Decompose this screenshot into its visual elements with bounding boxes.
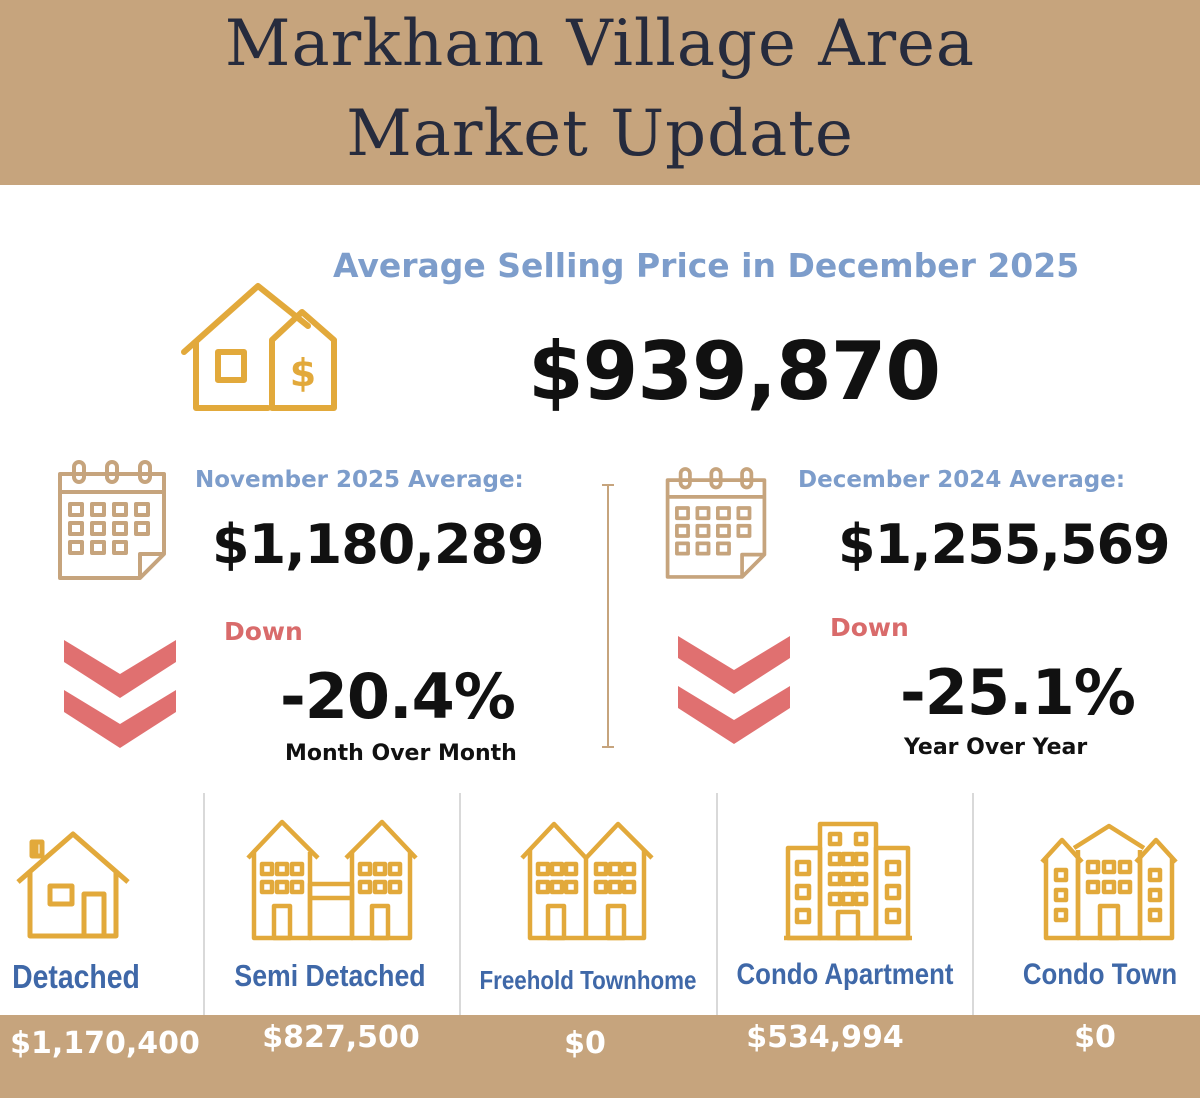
year-compare-value: $1,255,569 (838, 513, 1171, 576)
property-price-detached: $1,170,400 (10, 1026, 200, 1061)
average-price: $939,870 (528, 325, 941, 418)
property-price-semi-detached: $827,500 (262, 1020, 420, 1055)
property-type-label-semi-detached: Semi Detached (234, 958, 426, 993)
section-divider (607, 484, 609, 748)
divider-bottom-cap (602, 746, 614, 748)
property-type-label-freehold-townhome: Freehold Townhome (479, 965, 697, 995)
property-type-label-condo-town: Condo Town (1022, 958, 1178, 991)
year-period-label: Year Over Year (904, 735, 1088, 760)
property-price-freehold-townhome: $0 (564, 1026, 606, 1061)
double-chevron-down-icon (678, 636, 790, 744)
condo-town-icon (1040, 823, 1178, 941)
property-price-condo-apartment: $534,994 (746, 1020, 904, 1055)
column-divider (459, 793, 461, 1015)
column-divider (972, 793, 974, 1015)
column-divider (716, 793, 718, 1015)
house-dollar-icon: $ (181, 283, 337, 411)
page-title-line-1: Markham Village Area (224, 7, 976, 81)
month-change-percent: -20.4% (280, 660, 516, 733)
month-period-label: Month Over Month (285, 741, 517, 766)
month-direction-label: Down (224, 617, 303, 646)
calendar-icon (58, 460, 166, 580)
price-footer-band (0, 1015, 1200, 1098)
property-price-condo-town: $0 (1074, 1020, 1116, 1055)
condo-apartment-icon (784, 821, 912, 941)
month-compare-label: November 2025 Average: (195, 467, 524, 493)
svg-text:$: $ (290, 351, 316, 395)
calendar-icon (665, 467, 767, 579)
year-direction-label: Down (830, 613, 909, 642)
header-banner (0, 0, 1200, 185)
semi-detached-house-icon (246, 819, 418, 941)
double-chevron-down-icon (64, 640, 176, 748)
summary-subtitle: Average Selling Price in December 2025 (333, 246, 1080, 285)
year-change-percent: -25.1% (900, 656, 1136, 729)
detached-house-icon (16, 831, 130, 939)
month-compare-value: $1,180,289 (212, 513, 545, 576)
year-compare-label: December 2024 Average: (798, 467, 1126, 493)
column-divider (203, 793, 205, 1015)
property-type-label-detached: Detached (12, 958, 140, 995)
page-title-line-2: Market Update (346, 97, 854, 171)
property-type-label-condo-apartment: Condo Apartment (736, 958, 954, 991)
townhome-icon (520, 821, 654, 941)
